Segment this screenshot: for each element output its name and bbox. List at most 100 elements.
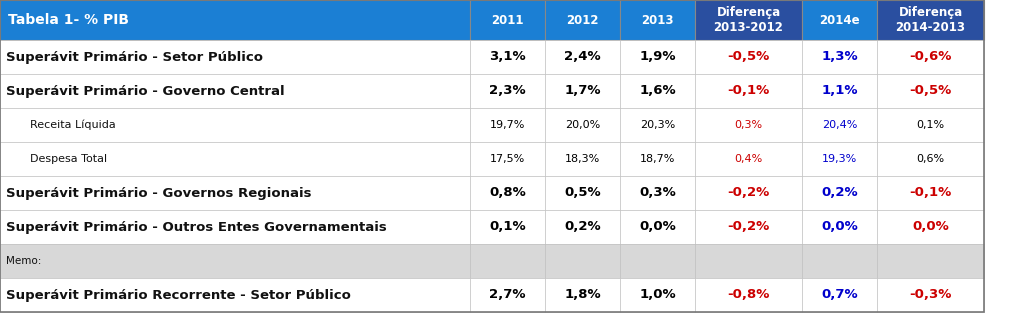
Bar (802, 210, 877, 244)
Bar (0, 210, 470, 244)
Text: -0,2%: -0,2% (727, 187, 770, 199)
Bar (802, 0, 877, 40)
Bar (877, 0, 984, 40)
Text: 0,2%: 0,2% (821, 187, 858, 199)
Text: 3,1%: 3,1% (489, 51, 525, 63)
Bar (470, 108, 545, 142)
Text: 2,7%: 2,7% (489, 289, 525, 301)
Text: 1,8%: 1,8% (564, 289, 601, 301)
Text: 2,3%: 2,3% (489, 84, 525, 98)
Bar (545, 244, 620, 278)
Text: Superávit Primário - Outros Entes Governamentais: Superávit Primário - Outros Entes Govern… (6, 220, 387, 234)
Bar (877, 108, 984, 142)
Text: -0,8%: -0,8% (727, 289, 770, 301)
Bar (802, 40, 877, 74)
Text: 0,5%: 0,5% (564, 187, 601, 199)
Text: 0,0%: 0,0% (639, 220, 676, 234)
Bar (620, 0, 695, 40)
Bar (0, 176, 470, 210)
Bar (545, 210, 620, 244)
Bar (877, 142, 984, 176)
Bar (0, 142, 470, 176)
Text: Diferença
2014-2013: Diferença 2014-2013 (896, 6, 966, 34)
Bar (695, 108, 802, 142)
Text: Diferença
2013-2012: Diferença 2013-2012 (714, 6, 783, 34)
Text: -0,5%: -0,5% (727, 51, 770, 63)
Text: Superávit Primário - Governos Regionais: Superávit Primário - Governos Regionais (6, 187, 311, 199)
Bar (545, 176, 620, 210)
Bar (470, 0, 545, 40)
Text: -0,6%: -0,6% (909, 51, 951, 63)
Bar (695, 176, 802, 210)
Text: 0,3%: 0,3% (639, 187, 676, 199)
Text: 18,3%: 18,3% (565, 154, 600, 164)
Bar (0, 108, 470, 142)
Text: 0,7%: 0,7% (821, 289, 858, 301)
Bar (620, 210, 695, 244)
Bar (470, 176, 545, 210)
Bar (620, 278, 695, 312)
Bar (545, 74, 620, 108)
Bar (877, 74, 984, 108)
Text: Superávit Primário - Governo Central: Superávit Primário - Governo Central (6, 84, 285, 98)
Text: 0,1%: 0,1% (489, 220, 525, 234)
Text: -0,2%: -0,2% (727, 220, 770, 234)
Bar (695, 74, 802, 108)
Bar (877, 176, 984, 210)
Text: 19,3%: 19,3% (822, 154, 857, 164)
Bar (802, 278, 877, 312)
Bar (470, 74, 545, 108)
Text: 1,1%: 1,1% (821, 84, 858, 98)
Bar (470, 40, 545, 74)
Bar (695, 244, 802, 278)
Bar (802, 176, 877, 210)
Bar (470, 142, 545, 176)
Text: 0,1%: 0,1% (916, 120, 944, 130)
Bar (877, 278, 984, 312)
Text: -0,1%: -0,1% (727, 84, 770, 98)
Bar (545, 142, 620, 176)
Text: 0,2%: 0,2% (564, 220, 601, 234)
Bar (620, 142, 695, 176)
Text: 19,7%: 19,7% (489, 120, 525, 130)
Text: 0,6%: 0,6% (916, 154, 944, 164)
Text: Superávit Primário - Setor Público: Superávit Primário - Setor Público (6, 51, 263, 63)
Text: -0,5%: -0,5% (909, 84, 951, 98)
Text: 20,4%: 20,4% (822, 120, 857, 130)
Text: 17,5%: 17,5% (489, 154, 525, 164)
Text: 2011: 2011 (492, 14, 523, 26)
Text: 0,4%: 0,4% (734, 154, 763, 164)
Bar (695, 210, 802, 244)
Text: 1,0%: 1,0% (639, 289, 676, 301)
Bar (545, 40, 620, 74)
Text: -0,1%: -0,1% (909, 187, 951, 199)
Bar (695, 40, 802, 74)
Text: 0,0%: 0,0% (821, 220, 858, 234)
Bar (470, 210, 545, 244)
Bar (695, 278, 802, 312)
Text: 20,0%: 20,0% (565, 120, 600, 130)
Text: 2014e: 2014e (819, 14, 860, 26)
Bar (802, 108, 877, 142)
Bar (620, 74, 695, 108)
Text: 0,0%: 0,0% (912, 220, 949, 234)
Text: 1,3%: 1,3% (821, 51, 858, 63)
Text: 2012: 2012 (566, 14, 599, 26)
Bar (877, 40, 984, 74)
Text: 1,7%: 1,7% (564, 84, 601, 98)
Text: Receita Líquida: Receita Líquida (30, 120, 116, 130)
Bar (877, 210, 984, 244)
Text: 1,9%: 1,9% (639, 51, 676, 63)
Bar (802, 244, 877, 278)
Bar (620, 108, 695, 142)
Bar (620, 40, 695, 74)
Text: 2,4%: 2,4% (564, 51, 601, 63)
Bar (877, 244, 984, 278)
Text: -0,3%: -0,3% (909, 289, 951, 301)
Text: Tabela 1- % PIB: Tabela 1- % PIB (8, 13, 129, 27)
Bar (470, 244, 545, 278)
Text: 18,7%: 18,7% (640, 154, 675, 164)
Bar (545, 0, 620, 40)
Bar (545, 278, 620, 312)
Bar (0, 40, 470, 74)
